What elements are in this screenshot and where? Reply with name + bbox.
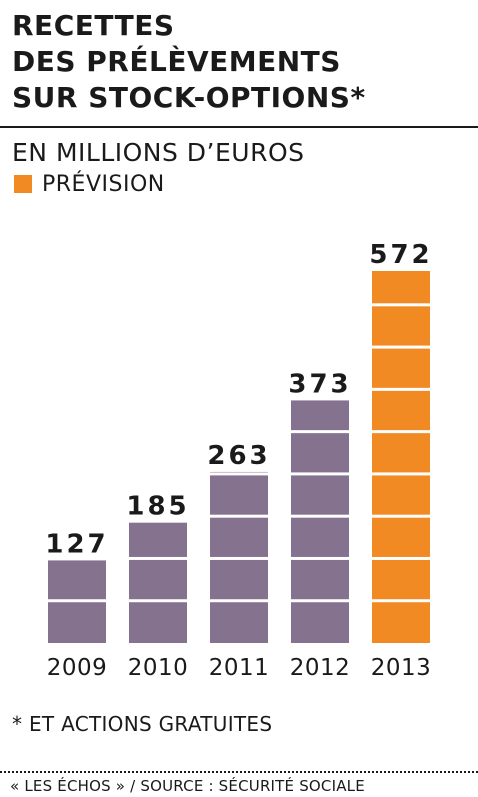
bar-separator-2012 (291, 599, 349, 603)
bar-separator-2012 (291, 472, 349, 476)
bar-separator-2013 (372, 599, 430, 603)
bar-separator-2011 (210, 472, 268, 476)
value-label-2009: 127 (45, 529, 108, 559)
legend: PRÉVISION (14, 170, 165, 198)
bar-separator-2012 (291, 430, 349, 434)
category-label-2009: 2009 (47, 655, 108, 681)
category-label-2013: 2013 (371, 655, 432, 681)
legend-swatch-forecast (14, 175, 32, 193)
value-label-2013: 572 (369, 240, 432, 270)
value-label-2012: 373 (288, 369, 351, 399)
category-label-2012: 2012 (290, 655, 351, 681)
bar-separator-2010 (129, 599, 187, 603)
title-divider (0, 126, 478, 128)
bar-separator-2013 (372, 430, 430, 434)
bar-separator-2013 (372, 345, 430, 349)
value-label-2010: 185 (126, 492, 189, 522)
bar-separator-2011 (210, 599, 268, 603)
footnote: * ET ACTIONS GRATUITES (12, 712, 273, 736)
bar-separator-2010 (129, 556, 187, 560)
category-label-2010: 2010 (128, 655, 189, 681)
category-label-2011: 2011 (209, 655, 270, 681)
title-line-1: RECETTES (12, 9, 175, 42)
chart-subtitle: EN MILLIONS D’EUROS (12, 138, 305, 167)
bar-separator-2013 (372, 303, 430, 307)
chart-title: RECETTES DES PRÉLÈVEMENTS SUR STOCK-OPTI… (12, 8, 472, 116)
value-label-2011: 263 (207, 441, 270, 471)
title-line-2: DES PRÉLÈVEMENTS (12, 45, 341, 78)
bar-separator-2012 (291, 514, 349, 518)
bar-separator-2013 (372, 387, 430, 391)
bar-separator-2013 (372, 556, 430, 560)
source-credit: « LES ÉCHOS » / SOURCE : SÉCURITÉ SOCIAL… (10, 777, 365, 795)
legend-label-forecast: PRÉVISION (42, 171, 165, 197)
bar-2012 (291, 400, 349, 643)
bar-separator-2013 (372, 514, 430, 518)
bar-separator-2011 (210, 514, 268, 518)
bar-separator-2009 (48, 599, 106, 603)
bar-2013 (372, 271, 430, 643)
dotted-divider (0, 771, 478, 773)
title-line-3: SUR STOCK-OPTIONS* (12, 81, 366, 114)
bar-separator-2011 (210, 556, 268, 560)
bar-separator-2013 (372, 472, 430, 476)
bar-2010 (129, 522, 187, 643)
bar-separator-2012 (291, 556, 349, 560)
